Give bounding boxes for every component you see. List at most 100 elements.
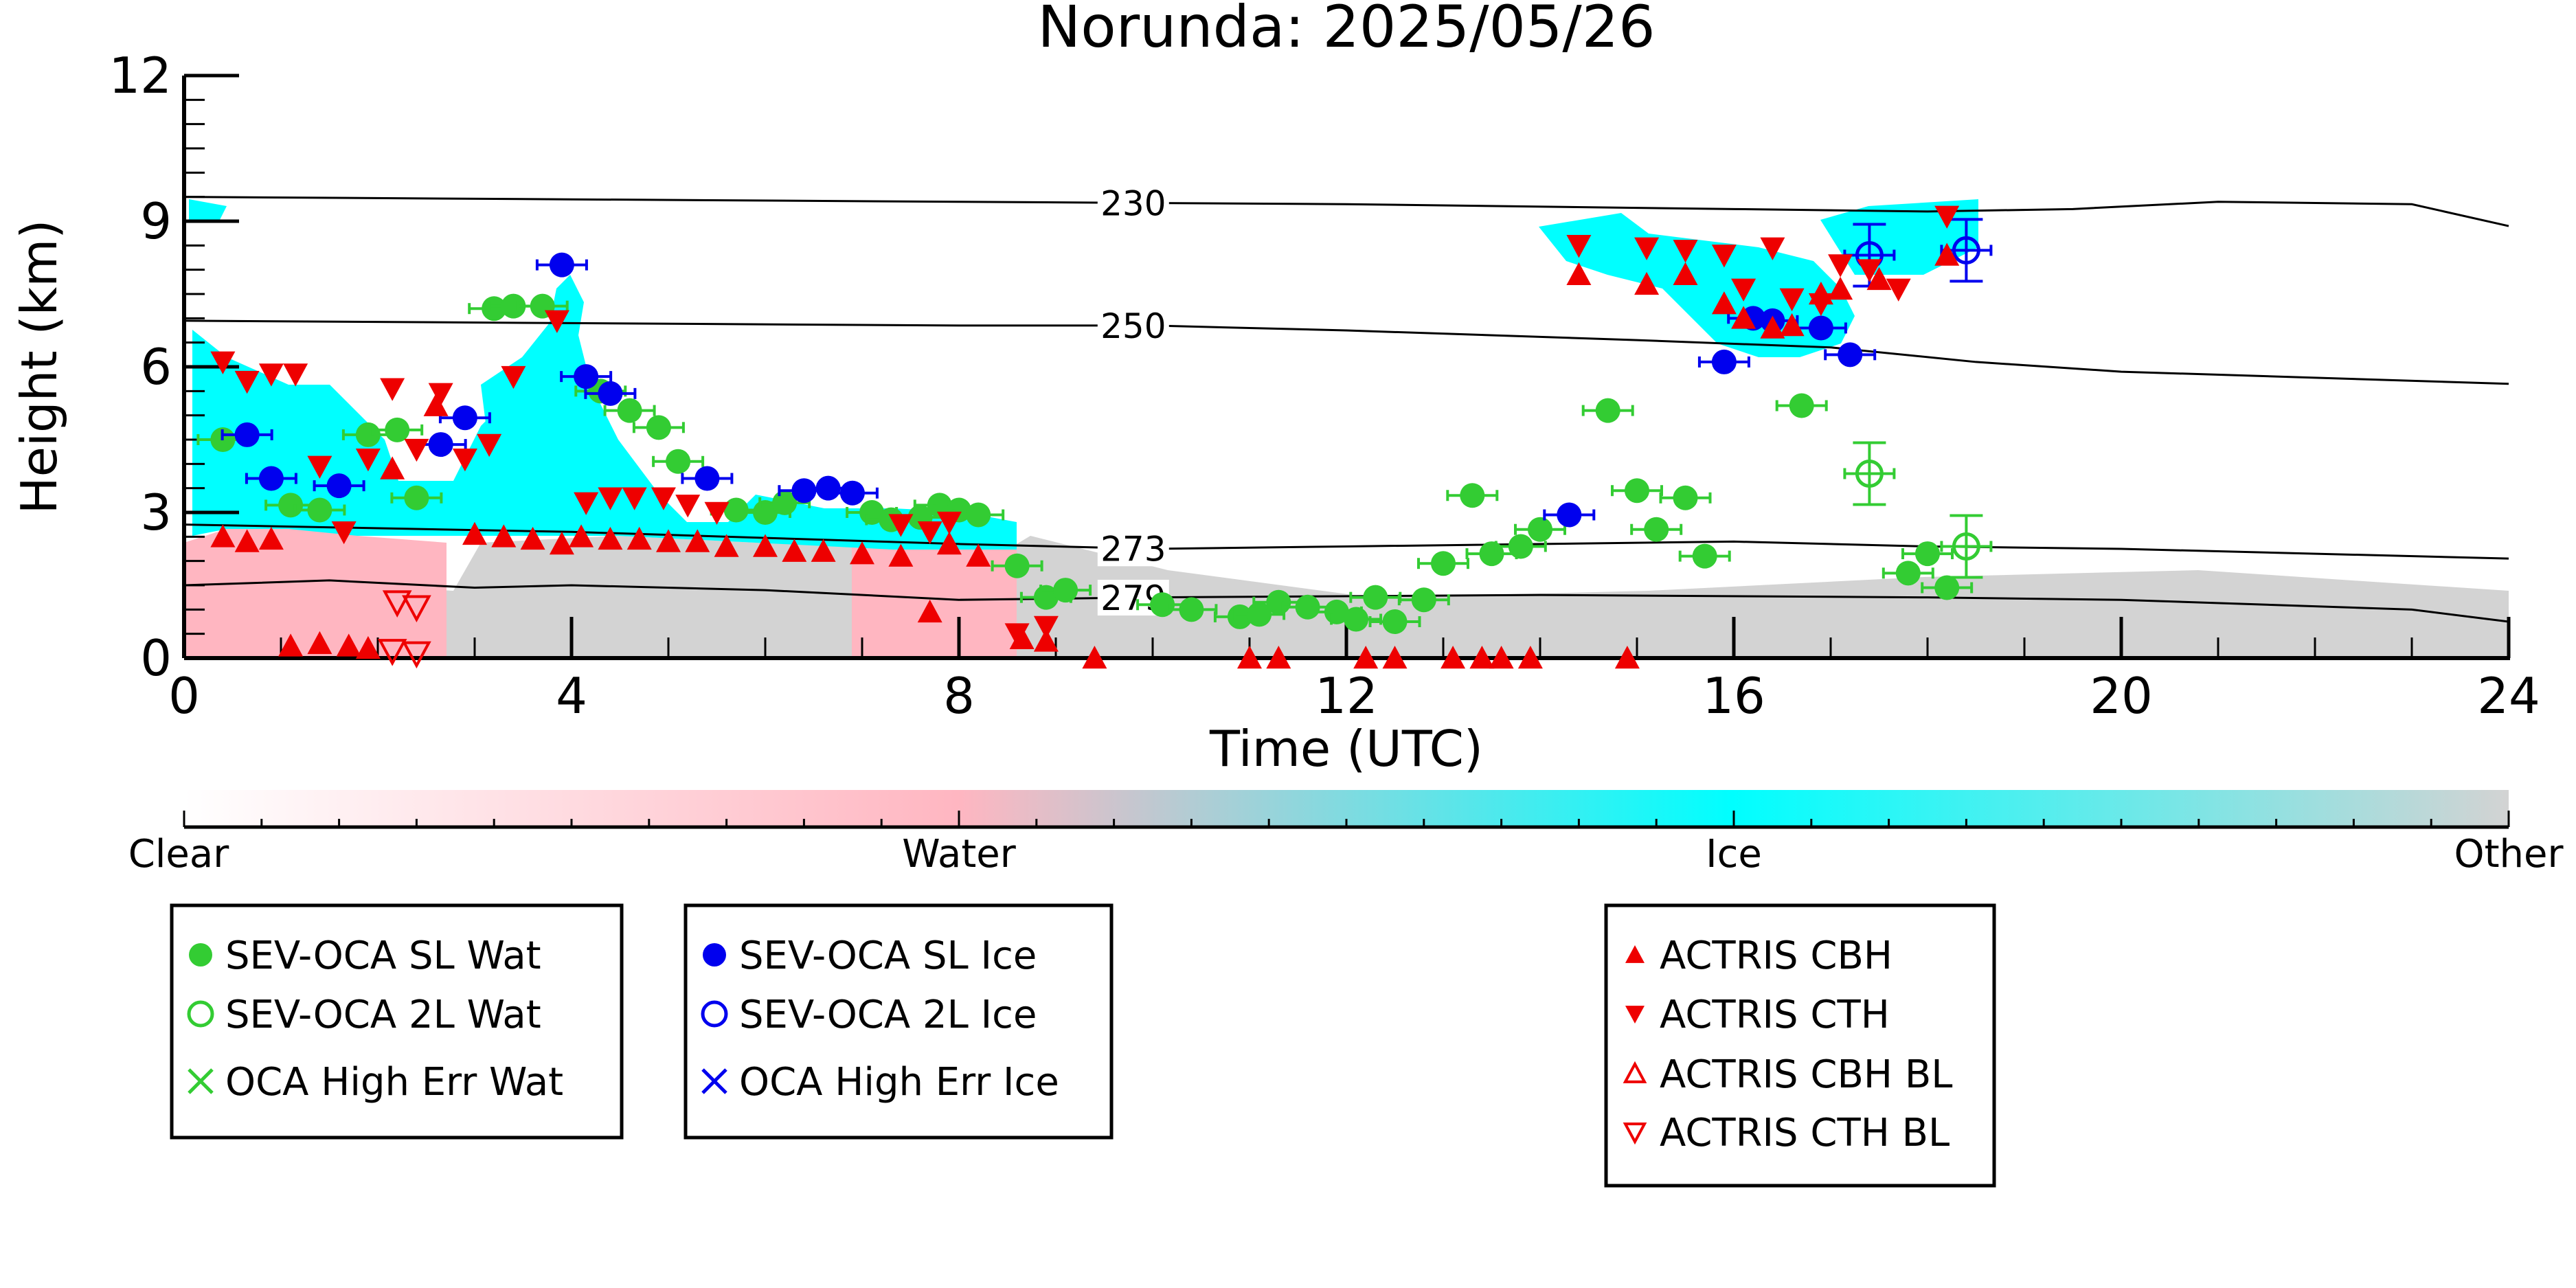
data-point [753,534,778,557]
isotherm-label-273: 273 [1100,529,1166,569]
data-point [694,466,720,491]
cloud-mask-image [184,199,2509,658]
data-point [1150,592,1175,618]
data-point [1711,245,1737,268]
x-tick-label: 8 [943,667,975,725]
data-point [1179,597,1204,622]
legend-label: ACTRIS CBH [1660,934,1893,978]
x-tick-label: 16 [1702,667,1765,725]
data-point [651,487,676,510]
isotherm-label-bg [1097,530,1169,567]
data-point [1934,242,1960,266]
data-point [1952,236,1980,264]
legend-marker [1625,945,1645,963]
data-point [1789,393,1814,418]
data-point [477,433,502,457]
isotherm-label-230: 230 [1100,183,1166,223]
data-point [936,531,962,555]
x-tick-label: 20 [2090,667,2153,725]
data-point [1886,278,1911,302]
data-point [574,492,599,515]
data-point [1779,288,1805,312]
series-sev-oca-2l-wat [1843,441,1993,579]
data-point [404,485,429,510]
y-tick-label: 12 [109,47,172,104]
data-point [1857,259,1882,282]
chart-title: Norunda: 2025/05/26 [1037,0,1655,60]
data-point [1760,237,1785,260]
data-point [1808,293,1833,317]
data-point [1760,315,1785,339]
data-point [549,252,574,278]
data-point [1952,532,1980,561]
data-point [1866,267,1892,291]
y-axis-label: Height (km) [10,220,68,515]
legend-marker [189,943,212,967]
data-point [258,526,284,550]
colorbar-label-water: Water [902,832,1017,877]
data-point [917,599,942,623]
isotherm-line-250 [183,319,2509,385]
data-point [1266,589,1291,615]
x-tick-label: 24 [2477,667,2540,725]
data-point [1566,235,1592,258]
data-point [307,497,332,523]
colorbar-ticks [183,811,2510,829]
data-point [1634,237,1660,260]
data-point [377,639,407,666]
data-point [544,310,569,333]
legend-label: SEV-OCA 2L Wat [225,993,541,1037]
data-point [574,364,599,389]
data-point [1353,646,1379,669]
data-point [1731,306,1756,329]
data-point [402,595,431,623]
data-point [966,502,991,528]
data-point [402,641,431,669]
legend-label: SEV-OCA SL Wat [225,934,541,978]
data-point [234,370,260,394]
data-point [1808,315,1833,341]
isotherm-line-230 [183,196,2509,227]
y-tick-label: 6 [140,338,172,396]
data-point [1895,561,1921,586]
data-point [1363,585,1388,610]
legend-label: ACTRIS CTH [1660,993,1890,1037]
data-point [428,432,453,457]
data-point [1625,478,1649,504]
legend-layer: SEV-OCA SL Wat SEV-OCA 2L Wat OCA High Err… [170,903,1996,1188]
series-actris-cth [210,205,1960,646]
data-point [1731,278,1756,302]
data-point [1673,485,1698,510]
data-point [622,487,647,510]
data-point [666,449,691,474]
series-sev-oca-sl-wat [196,293,1974,634]
series-actris-cth-bl [377,590,431,669]
data-point [278,493,304,518]
data-point [1711,349,1737,374]
data-point [704,501,730,525]
data-point [404,438,429,462]
y-tick-label: 3 [140,484,172,541]
data-point [598,381,623,406]
y-tick-label: 0 [140,629,172,687]
data-point [1634,271,1660,295]
data-point [850,541,874,565]
data-point [675,495,701,518]
data-point [1644,517,1669,542]
data-point [307,631,332,655]
data-point [258,466,284,491]
data-point [452,405,477,431]
legend-marker [187,1000,214,1028]
data-point [656,529,681,552]
data-point [307,455,332,479]
data-point [462,521,487,545]
data-point [1004,623,1030,646]
data-point [1382,646,1408,669]
legend-marker [1625,1006,1645,1024]
data-point [1082,646,1107,669]
data-point [1614,646,1640,669]
data-point [1779,313,1805,337]
data-point [936,511,962,535]
x-axis-label: Time (UTC) [1209,720,1483,778]
x-tick-label: 12 [1315,667,1378,725]
